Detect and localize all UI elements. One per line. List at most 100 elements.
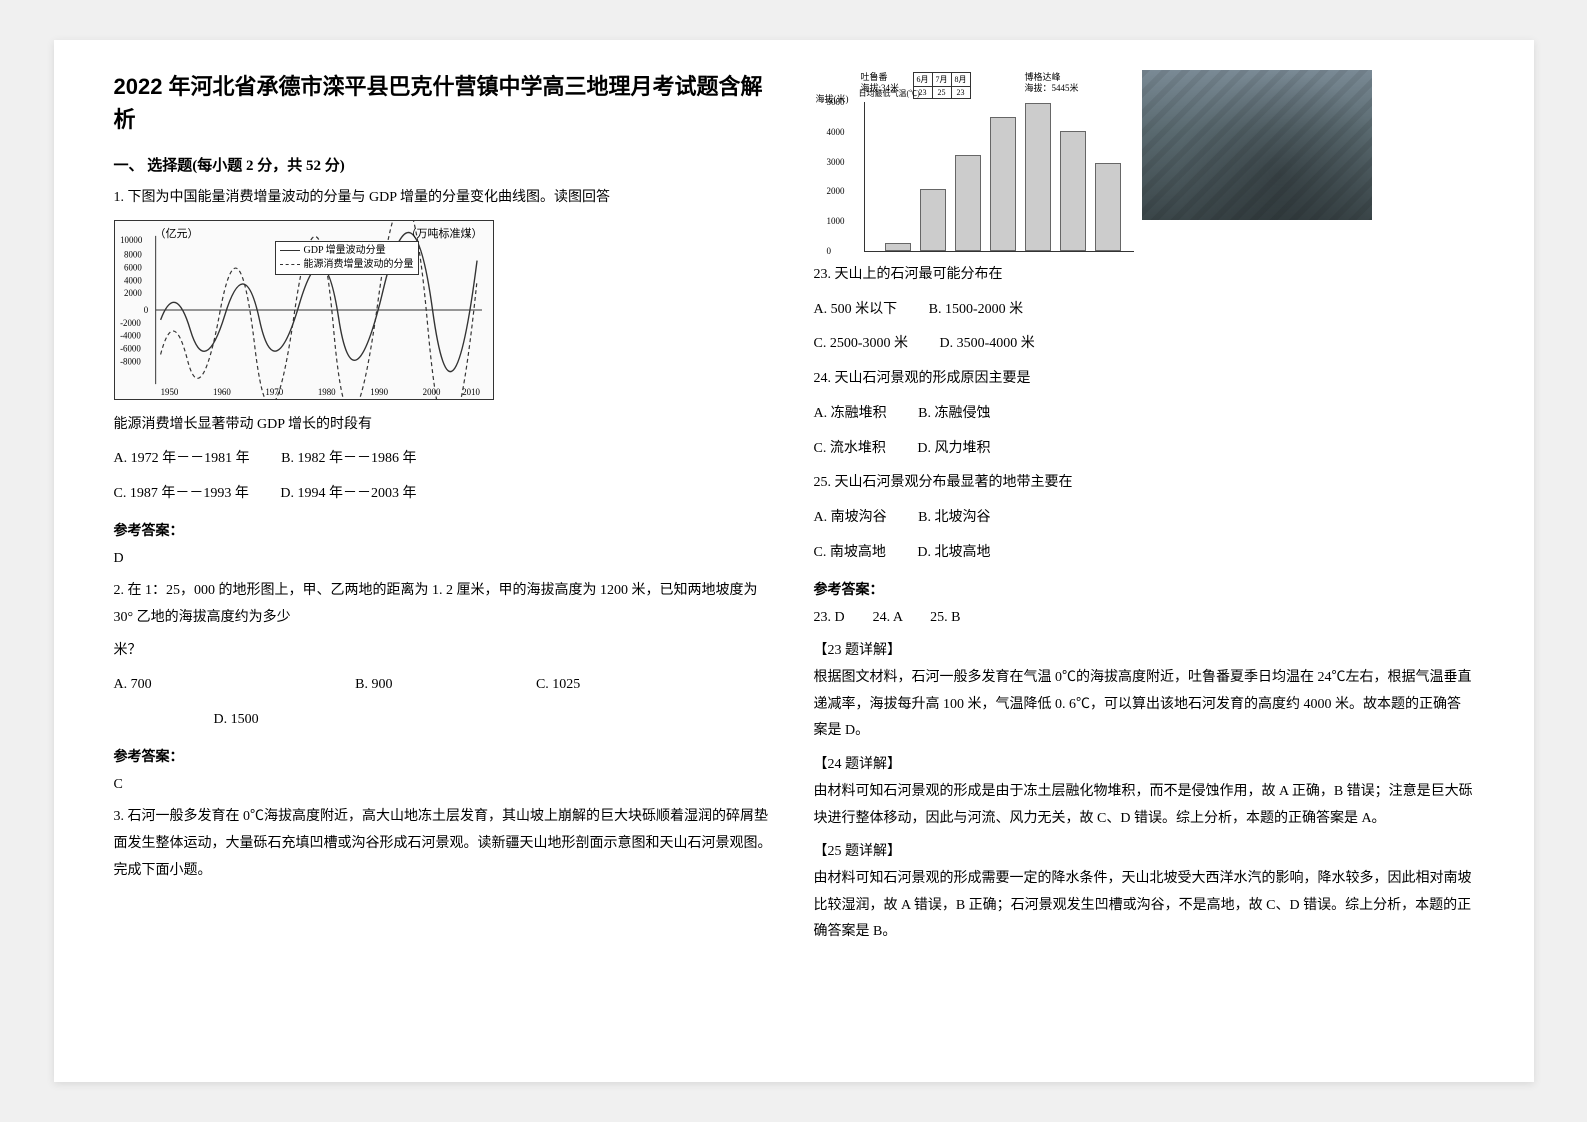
svg-text:1980: 1980 — [317, 387, 335, 397]
q25-opt-c: C. 南坡高地 — [814, 538, 886, 569]
temp-3: 23 — [951, 87, 970, 99]
svg-text:10000: 10000 — [120, 234, 143, 244]
exp23-title: 【23 题详解】 — [814, 639, 1474, 659]
svg-text:0: 0 — [143, 305, 148, 315]
q1-stem: 1. 下图为中国能量消费增量波动的分量与 GDP 增量的分量变化曲线图。读图回答 — [114, 185, 774, 212]
bar — [955, 155, 981, 251]
month-1: 6月 — [913, 73, 932, 87]
bar — [990, 117, 1016, 251]
svg-text:1990: 1990 — [370, 387, 388, 397]
q2-opts-row1: A. 700 B. 900 C. 1025 — [114, 670, 774, 701]
chart-left-axis-label: （亿元） — [155, 225, 199, 241]
q24-opt-d: D. 风力堆积 — [917, 434, 990, 465]
q1-answer-label: 参考答案： — [114, 520, 774, 540]
q2-stem: 2. 在 1：25，000 的地形图上，甲、乙两地的距离为 1. 2 厘米，甲的… — [114, 578, 774, 631]
peak-left-name: 吐鲁番 — [861, 72, 888, 82]
q24-opt-a: A. 冻融堆积 — [814, 399, 887, 430]
svg-text:1960: 1960 — [213, 387, 231, 397]
bar — [1095, 163, 1121, 251]
q3-stem: 3. 石河一般多发育在 0℃海拔高度附近，高大山地冻土层发育，其山坡上崩解的巨大… — [114, 804, 774, 884]
temp-table: 6月 7月 8月 23 25 23 — [913, 72, 971, 99]
bar — [1025, 103, 1051, 251]
q1-answer: D — [114, 546, 774, 573]
q23-opt-c: C. 2500-3000 米 — [814, 329, 909, 360]
svg-text:8000: 8000 — [124, 249, 142, 259]
q25-stem: 25. 天山石河景观分布最显著的地带主要在 — [814, 470, 1474, 497]
svg-text:6000: 6000 — [124, 262, 142, 272]
svg-text:2000: 2000 — [124, 288, 142, 298]
q1-opts-row1: A. 1972 年－－1981 年 B. 1982 年－－1986 年 — [114, 444, 774, 475]
q23-opt-b: B. 1500-2000 米 — [929, 295, 1024, 326]
q2-opt-b: B. 900 — [355, 670, 392, 701]
legend-solid-line — [280, 250, 300, 251]
q25-opt-a: A. 南坡沟谷 — [814, 503, 887, 534]
q2-stem2: 米？ — [114, 638, 774, 665]
q2-answer: C — [114, 772, 774, 799]
exp24-text: 由材料可知石河景观的形成是由于冻土层融化物堆积，而不是侵蚀作用，故 A 正确，B… — [814, 779, 1474, 832]
svg-text:4000: 4000 — [124, 275, 142, 285]
ytick: 0 — [827, 246, 832, 256]
temp-2: 25 — [932, 87, 951, 99]
q25-opt-d: D. 北坡高地 — [917, 538, 990, 569]
exam-title: 2022 年河北省承德市滦平县巴克什营镇中学高三地理月考试题含解析 — [114, 70, 774, 136]
table-row: 6月 7月 8月 — [913, 73, 970, 87]
q2-opts-row2: D. 1500 — [114, 705, 774, 736]
exp25-text: 由材料可知石河景观的形成需要一定的降水条件，天山北坡受大西洋水汽的影响，降水较多… — [814, 866, 1474, 946]
legend-dash-line — [280, 264, 300, 265]
q1-line-chart: （亿元） （万吨标准煤） GDP 增量波动分量 能源消费增量波动的分量 1000… — [114, 220, 494, 400]
bar — [1060, 131, 1086, 251]
q1-opts-row2: C. 1987 年－－1993 年 D. 1994 年－－2003 年 — [114, 479, 774, 510]
exp23-text: 根据图文材料，石河一般多发育在气温 0℃的海拔高度附近，吐鲁番夏季日均温在 24… — [814, 665, 1474, 745]
q23-opts-1: A. 500 米以下 B. 1500-2000 米 — [814, 295, 1474, 326]
q23-opts-2: C. 2500-3000 米 D. 3500-4000 米 — [814, 329, 1474, 360]
svg-text:-8000: -8000 — [120, 356, 141, 366]
q24-opts-1: A. 冻融堆积 B. 冻融侵蚀 — [814, 399, 1474, 430]
q2-opt-a: A. 700 — [114, 670, 152, 701]
peak-right-alt: 海拔：5445米 — [1025, 83, 1079, 93]
q23-opt-a: A. 500 米以下 — [814, 295, 898, 326]
q25-opts-1: A. 南坡沟谷 B. 北坡沟谷 — [814, 503, 1474, 534]
right-answer-label: 参考答案： — [814, 579, 1474, 599]
svg-text:-2000: -2000 — [120, 317, 141, 327]
svg-text:2010: 2010 — [462, 387, 480, 397]
q23-stem: 23. 天山上的石河最可能分布在 — [814, 262, 1474, 289]
right-column: 海拔(米) 吐鲁番 海拔:34米 6月 7月 8月 23 — [794, 70, 1494, 1052]
chart-right-axis-label: （万吨标准煤） — [406, 225, 483, 241]
exam-page: 2022 年河北省承德市滦平县巴克什营镇中学高三地理月考试题含解析 一、 选择题… — [54, 40, 1534, 1082]
svg-text:2000: 2000 — [422, 387, 440, 397]
ytick: 4000 — [827, 127, 845, 137]
q1-opt-b: B. 1982 年－－1986 年 — [281, 444, 416, 475]
ytick: 2000 — [827, 186, 845, 196]
peak-right-name: 博格达峰 — [1025, 72, 1061, 82]
table-row: 23 25 23 — [913, 87, 970, 99]
left-column: 2022 年河北省承德市滦平县巴克什营镇中学高三地理月考试题含解析 一、 选择题… — [94, 70, 794, 1052]
exp24-title: 【24 题详解】 — [814, 753, 1474, 773]
q25-opt-b: B. 北坡沟谷 — [918, 503, 990, 534]
peak-right-label: 博格达峰 海拔：5445米 — [1025, 72, 1079, 94]
q25-opts-2: C. 南坡高地 D. 北坡高地 — [814, 538, 1474, 569]
q23-opt-d: D. 3500-4000 米 — [940, 329, 1035, 360]
ytick: 5000 — [827, 97, 845, 107]
svg-text:1970: 1970 — [265, 387, 283, 397]
stone-river-photo — [1142, 70, 1372, 220]
svg-text:1950: 1950 — [160, 387, 178, 397]
q1-opt-a: A. 1972 年－－1981 年 — [114, 444, 250, 475]
q2-opt-d: D. 1500 — [214, 705, 259, 736]
month-3: 8月 — [951, 73, 970, 87]
profile-bar-chart: 吐鲁番 海拔:34米 6月 7月 8月 23 25 23 — [864, 102, 1134, 252]
q24-opts-2: C. 流水堆积 D. 风力堆积 — [814, 434, 1474, 465]
bar — [920, 189, 946, 251]
month-2: 7月 — [932, 73, 951, 87]
legend-label-1: GDP 增量波动分量 — [304, 244, 386, 258]
q24-opt-c: C. 流水堆积 — [814, 434, 886, 465]
q1-opt-d: D. 1994 年－－2003 年 — [280, 479, 416, 510]
right-answers: 23. D 24. A 25. B — [814, 605, 1474, 632]
section-heading: 一、 选择题(每小题 2 分，共 52 分) — [114, 154, 774, 175]
chart-legend: GDP 增量波动分量 能源消费增量波动的分量 — [275, 241, 419, 275]
legend-label-2: 能源消费增量波动的分量 — [304, 258, 414, 272]
bar — [885, 243, 911, 251]
q24-opt-b: B. 冻融侵蚀 — [918, 399, 990, 430]
q1-stem2: 能源消费增长显著带动 GDP 增长的时段有 — [114, 412, 774, 439]
ytick: 3000 — [827, 157, 845, 167]
q1-opt-c: C. 1987 年－－1993 年 — [114, 479, 249, 510]
